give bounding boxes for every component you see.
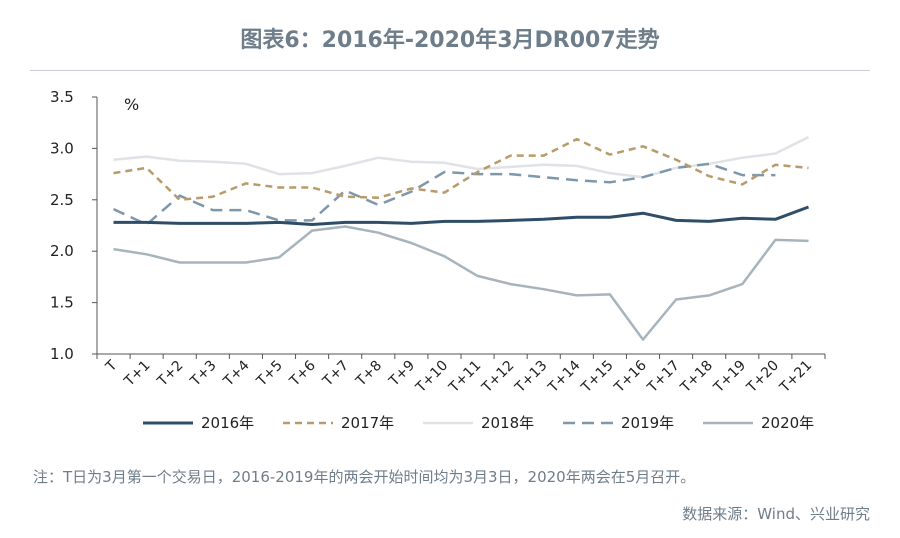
data-source: 数据来源：Wind、兴业研究: [682, 505, 870, 523]
title-divider: [30, 70, 870, 71]
x-tick-label: T+10: [412, 358, 451, 397]
y-tick-label: 1.5: [50, 294, 74, 312]
y-tick-label: 1.0: [50, 345, 74, 363]
x-tick-label: T+17: [644, 358, 683, 397]
x-tick-label: T+8: [352, 358, 385, 391]
x-tick-label: T+4: [220, 357, 253, 390]
y-tick-label: 2.5: [50, 191, 74, 209]
y-tick-label: 3.5: [50, 88, 74, 106]
x-tick-label: T+19: [710, 358, 749, 397]
y-axis-unit: %: [124, 95, 139, 114]
line-chart: 1.01.52.02.53.03.5 %T T+1 T+2 T+3 T+4 T+5 T+6 T+…: [50, 88, 826, 432]
y-tick-label: 3.0: [50, 139, 74, 157]
series-line-2016: [113, 205, 810, 226]
legend-label: 2018年: [481, 414, 534, 432]
x-tick-label: T+11: [445, 358, 484, 397]
x-tick-label: T+5: [253, 358, 286, 391]
x-tick-label: T+18: [677, 358, 716, 397]
x-tick-label: T+12: [478, 358, 517, 397]
legend-label: 2020年: [761, 414, 814, 432]
series-line-2019: [112, 162, 776, 226]
legend-label: 2017年: [341, 414, 394, 432]
x-tick-label: T+6: [286, 357, 319, 390]
x-tick-label: T+13: [512, 358, 551, 397]
series-line-2017: [113, 137, 809, 202]
series-line-2018: [113, 135, 810, 179]
x-tick-label: T+1: [121, 358, 154, 391]
series-line-2020: [113, 225, 809, 341]
x-tick-label: T+15: [578, 358, 617, 397]
legend-label: 2016年: [201, 414, 254, 432]
y-tick-label: 2.0: [50, 242, 74, 260]
chart-note: 注：T日为3月第一个交易日，2016-2019年的两会开始时间均为3月3日，20…: [33, 468, 696, 486]
x-tick-label: T: [102, 357, 120, 375]
x-tick-label: T+21: [776, 358, 815, 397]
chart-title: 图表6：2016年-2020年3月DR007走势: [240, 28, 660, 53]
x-tick-label: T+16: [611, 357, 650, 396]
x-tick-label: T+7: [319, 358, 352, 391]
x-tick-label: T+2: [154, 358, 187, 391]
x-tick-label: T+14: [545, 357, 584, 396]
legend-label: 2019年: [621, 414, 674, 432]
x-tick-label: T+3: [187, 358, 220, 391]
x-tick-label: T+20: [743, 358, 782, 397]
